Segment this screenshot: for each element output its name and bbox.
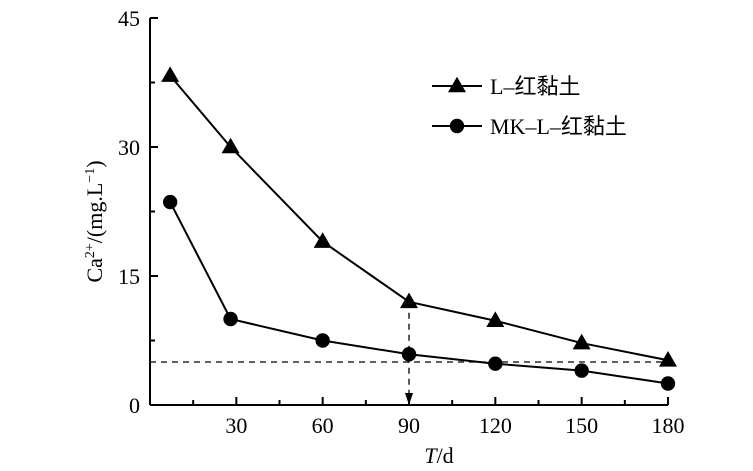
- legend: L–红黏土 MK–L–红黏土: [432, 74, 627, 139]
- data-point: [400, 292, 418, 309]
- legend-item-1: L–红黏土: [432, 74, 580, 99]
- data-point: [315, 333, 330, 348]
- data-point: [313, 232, 332, 248]
- data-point: [488, 356, 503, 371]
- data-point: [660, 376, 676, 391]
- y-axis-title-sup: 2+: [83, 243, 98, 258]
- data-point: [221, 137, 240, 154]
- legend-marker: [449, 118, 465, 134]
- x-tick-label: 60: [312, 413, 334, 438]
- x-tick-label: 90: [398, 413, 420, 438]
- y-tick-label: 45: [118, 6, 140, 31]
- y-axis-title-rest: /(mg.L: [82, 183, 107, 244]
- legend-item-2: MK–L–红黏土: [432, 114, 627, 139]
- series-1: [161, 66, 677, 367]
- x-axis-title: T/d: [424, 443, 453, 468]
- series-layer: [161, 66, 677, 391]
- y-axis-title: Ca2+/(mg.L−1): [82, 160, 107, 282]
- data-point: [572, 333, 591, 350]
- reference-arrowhead: [405, 393, 413, 405]
- data-point: [223, 311, 238, 327]
- y-tick-label: 30: [118, 135, 140, 160]
- data-point: [161, 66, 180, 82]
- legend-label: MK–L–红黏土: [490, 114, 627, 139]
- y-axis-title-unit-sup: −1: [83, 168, 98, 183]
- x-axis-title-unit: /d: [437, 443, 454, 468]
- y-axis-title-close: ): [82, 160, 107, 167]
- data-point: [574, 363, 589, 378]
- data-point: [659, 350, 677, 367]
- y-axis-title-base: Ca: [82, 258, 107, 283]
- legend-label: L–红黏土: [490, 74, 580, 99]
- y-tick-label: 0: [129, 393, 140, 418]
- axes: 0 15 30 45 30 60 90 120 150 180: [118, 6, 685, 438]
- series-line: [169, 201, 669, 385]
- x-tick-label: 180: [652, 413, 685, 438]
- series-2: [162, 194, 676, 391]
- y-tick-label: 15: [118, 264, 140, 289]
- legend-marker: [448, 76, 466, 93]
- data-point: [486, 311, 505, 328]
- data-point: [401, 347, 417, 362]
- x-tick-label: 30: [225, 413, 247, 438]
- x-axis-title-italic: T: [424, 443, 438, 468]
- x-tick-label: 150: [565, 413, 598, 438]
- data-point: [162, 194, 178, 210]
- x-tick-label: 120: [479, 413, 512, 438]
